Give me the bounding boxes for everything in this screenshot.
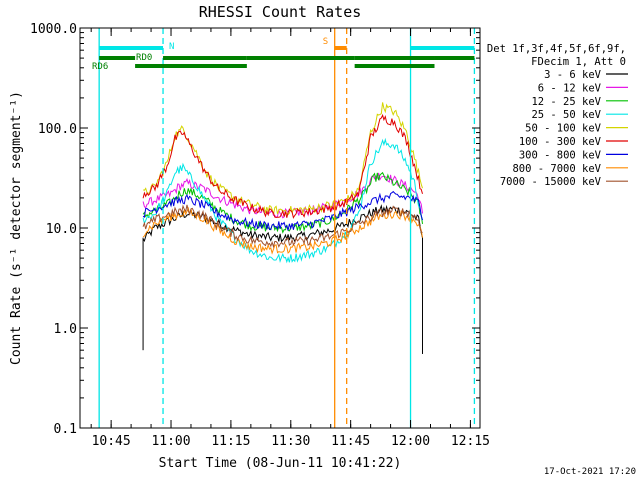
- legend-label-3: 25 - 50 keV: [531, 109, 601, 121]
- y-axis-label: Count Rate (s⁻¹ detector segment⁻¹): [9, 91, 24, 365]
- series-line-5: [142, 113, 423, 219]
- series-line-2: [142, 171, 423, 234]
- legend: Det 1f,3f,4f,5f,6f,9f,FDecim 1, Att 03 -…: [487, 43, 628, 188]
- y-tick-label-1: 1.0: [54, 322, 77, 337]
- x-axis-label: Start Time (08-Jun-11 10:41:22): [159, 456, 402, 471]
- x-tick-label-0: 10:45: [92, 434, 131, 449]
- y-tick-label-0: 0.1: [54, 422, 77, 437]
- axis-layer: 0.1 1.0 10.0 100.0 1000.0 10:45 11:00 11:15 11:3…: [30, 22, 490, 449]
- generation-timestamp: 17-Oct-2021 17:20: [544, 467, 636, 477]
- legend-label-4: 50 - 100 keV: [525, 123, 602, 135]
- y-tick-label-2: 10.0: [46, 222, 77, 237]
- chart-title: RHESSI Count Rates: [199, 3, 362, 21]
- legend-label-1: 6 - 12 keV: [538, 82, 602, 94]
- x-tick-label-2: 11:15: [211, 434, 250, 449]
- legend-label-6: 300 - 800 keV: [519, 149, 602, 161]
- series-line-6: [142, 190, 423, 231]
- x-tick-label-4: 11:45: [331, 434, 370, 449]
- y-tick-label-3: 100.0: [38, 122, 77, 137]
- legend-label-7: 800 - 7000 keV: [512, 163, 601, 175]
- series-line-8: [142, 204, 423, 249]
- x-tick-label-6: 12:15: [451, 434, 490, 449]
- legend-label-8: 7000 - 15000 keV: [500, 176, 602, 188]
- flag-label-2: RD6: [92, 62, 108, 72]
- legend-header-1: FDecim 1, Att 0: [531, 56, 626, 68]
- flag-bar-layer: N RD0 RD6 S: [92, 37, 475, 72]
- legend-label-0: 3 - 6 keV: [544, 69, 602, 81]
- series-line-3: [142, 137, 423, 264]
- legend-header-0: Det 1f,3f,4f,5f,6f,9f,: [487, 43, 626, 55]
- flag-label-0: N: [169, 42, 174, 52]
- series-layer: [142, 102, 424, 354]
- flag-label-3: S: [323, 37, 328, 47]
- series-line-1: [142, 172, 423, 219]
- flag-label-1: RD0: [136, 53, 152, 63]
- legend-label-2: 12 - 25 keV: [531, 96, 601, 108]
- x-tick-label-3: 11:30: [271, 434, 310, 449]
- x-tick-label-1: 11:00: [151, 434, 190, 449]
- marker-layer: [98, 28, 476, 428]
- legend-label-5: 100 - 300 keV: [519, 136, 602, 148]
- y-tick-label-4: 1000.0: [30, 22, 77, 37]
- x-tick-label-5: 12:00: [391, 434, 430, 449]
